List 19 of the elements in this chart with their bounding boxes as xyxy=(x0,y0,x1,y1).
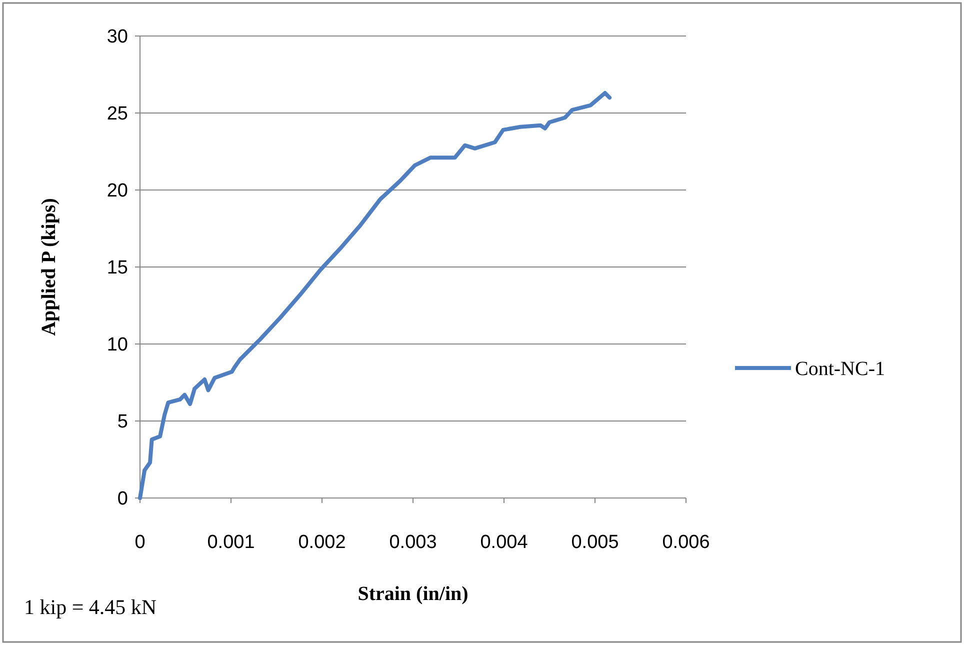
y-tick-label: 5 xyxy=(117,412,128,433)
x-tick-label: 0.001 xyxy=(207,532,255,553)
x-tick-label: 0.004 xyxy=(480,532,528,553)
y-tick-label: 20 xyxy=(106,180,128,202)
y-axis-title: Applied P (kips) xyxy=(38,198,60,336)
x-tick-label: 0.002 xyxy=(298,532,346,553)
text: 1 kip = 4.45 kN xyxy=(24,595,157,619)
x-tick-label: 0 xyxy=(134,532,146,553)
y-tick-label: 0 xyxy=(117,488,128,510)
line-series xyxy=(138,90,612,500)
legend-label: Cont-NC-1 xyxy=(795,358,885,380)
x-tick-label: 0.003 xyxy=(389,532,437,553)
x-tick-label: 0.006 xyxy=(662,532,710,553)
y-tick-label: 10 xyxy=(106,334,128,356)
x-tick-label: 0.005 xyxy=(571,532,619,553)
y-tick-label: 15 xyxy=(106,258,128,279)
y-tick-label: 25 xyxy=(106,104,128,125)
y-tick-label: 30 xyxy=(106,26,128,48)
x-axis-title: Strain (in/in) xyxy=(358,583,468,605)
